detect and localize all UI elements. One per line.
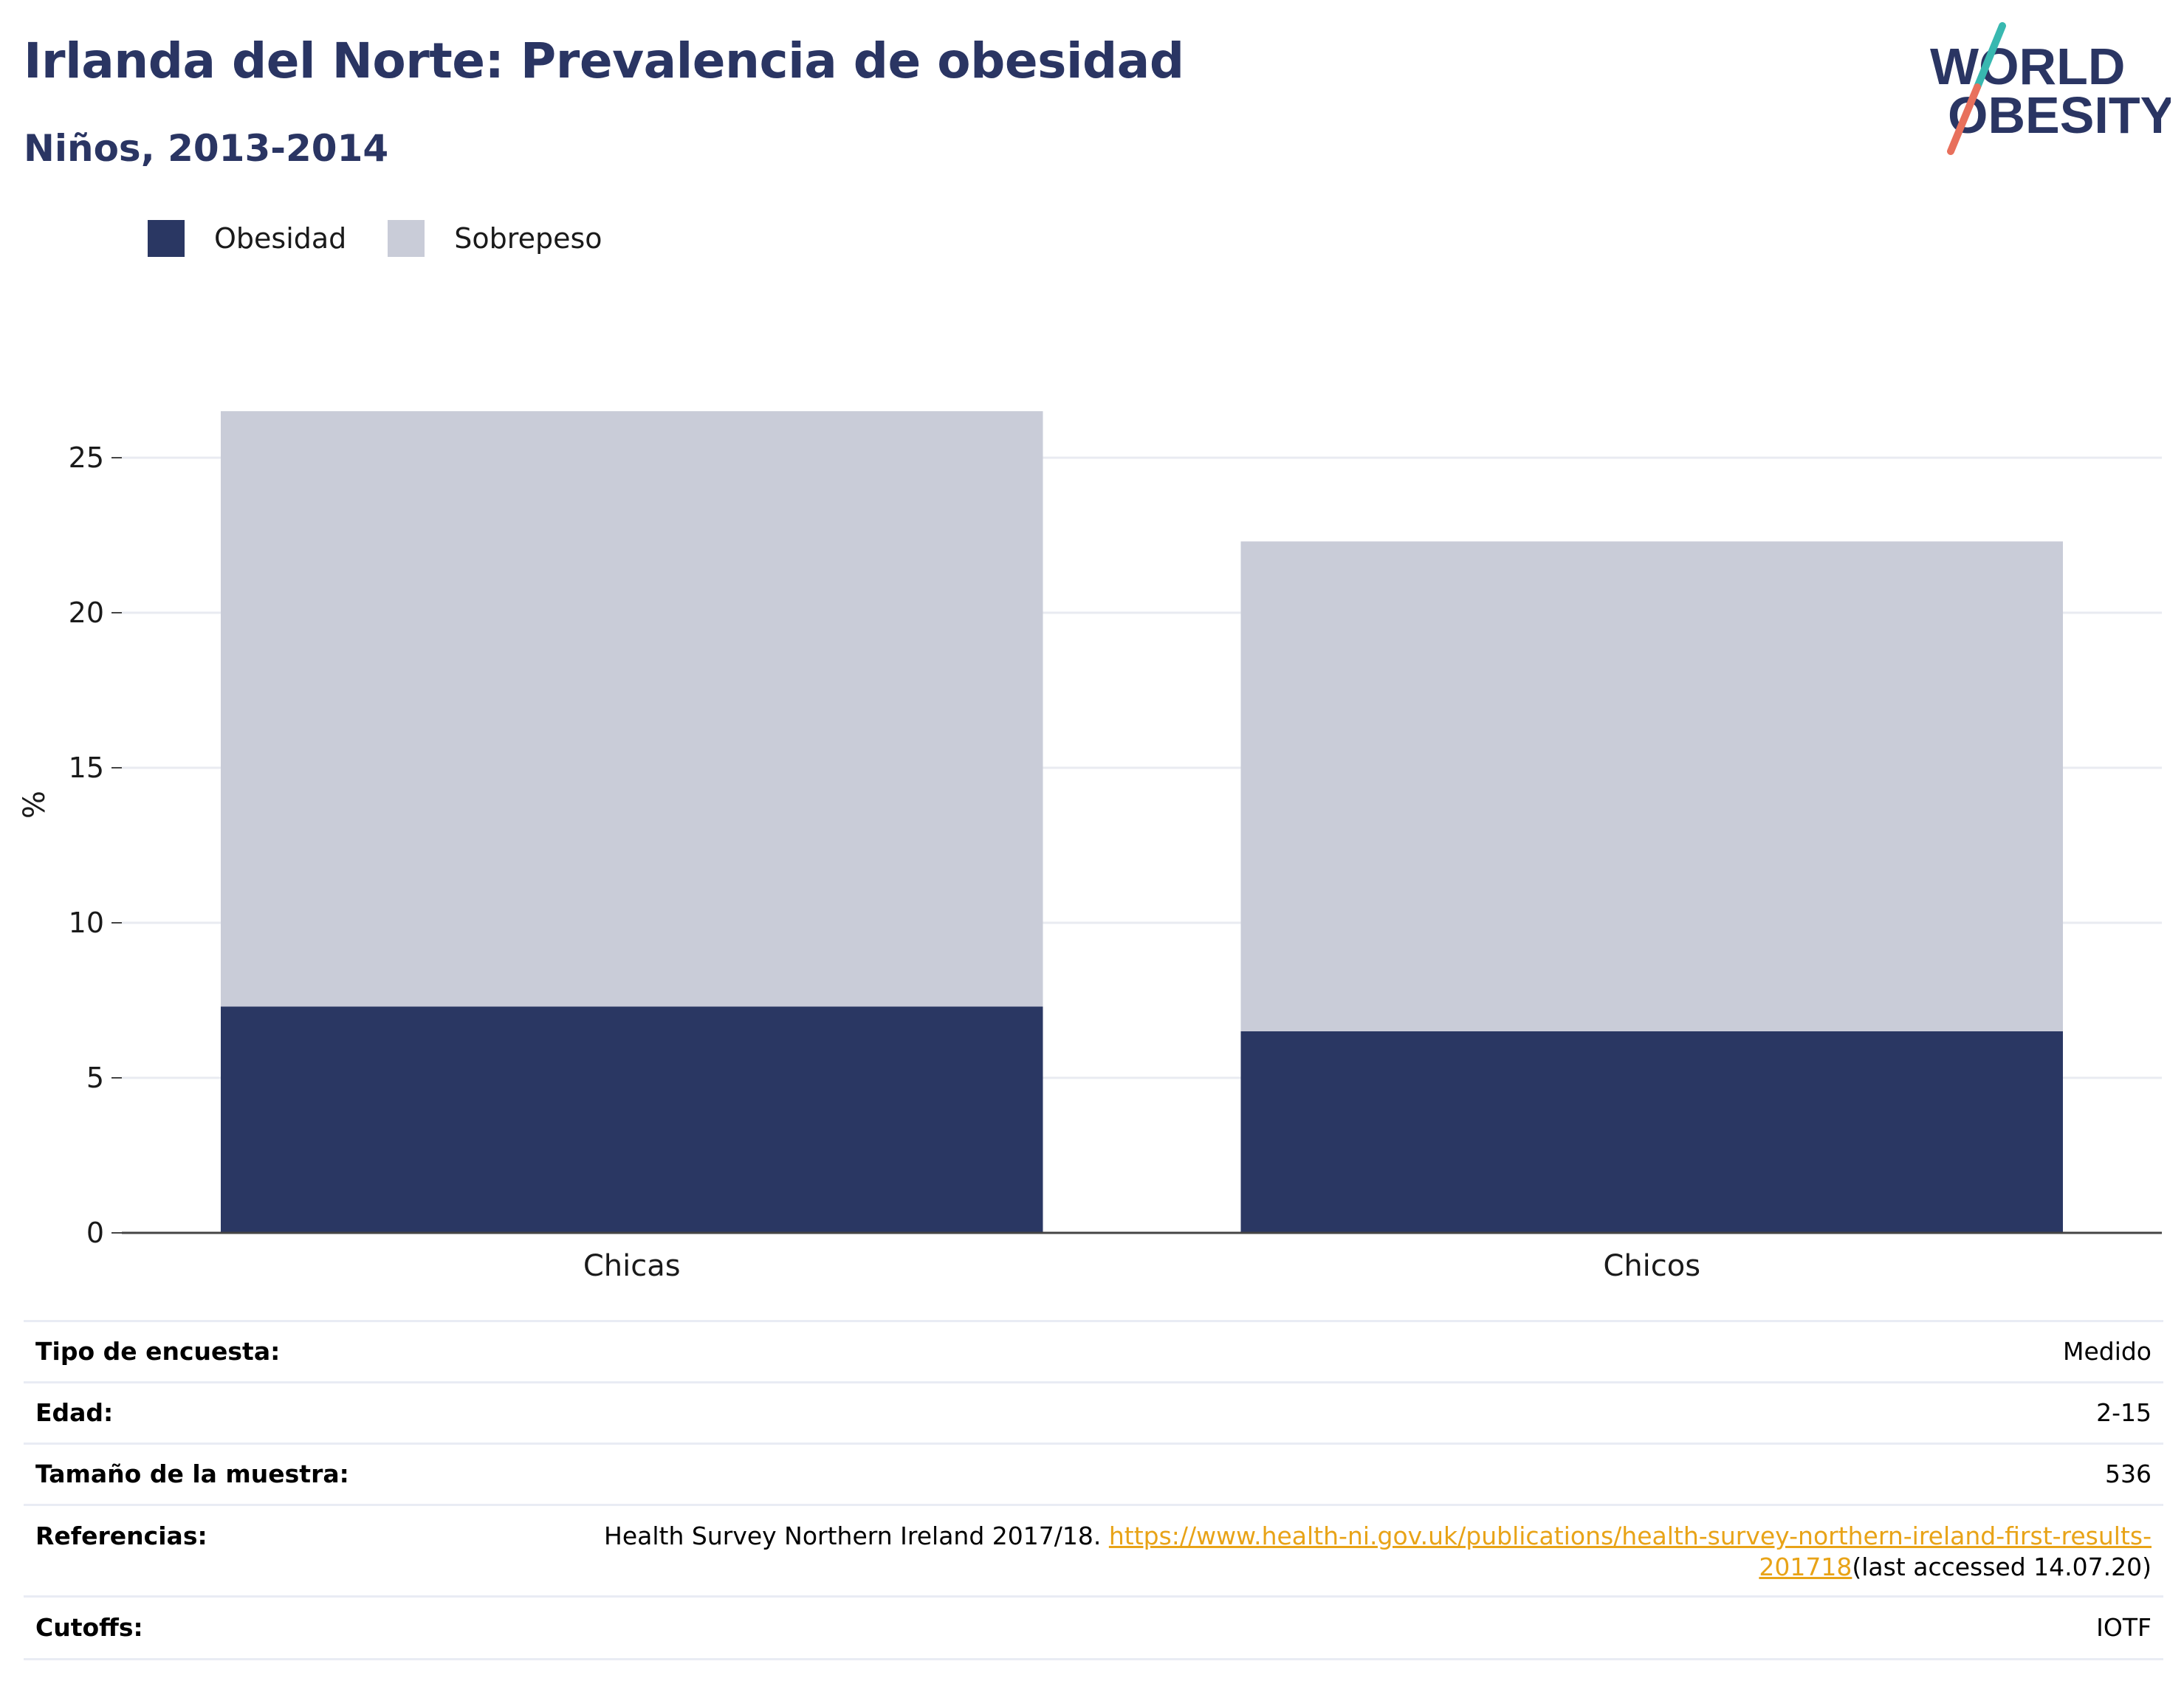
info-key: Referencias: xyxy=(35,1522,207,1550)
reference-link-line1: https://www.health-ni.gov.uk/publication… xyxy=(1108,1522,2152,1550)
info-row-age: Edad: 2-15 xyxy=(24,1381,2163,1443)
legend-item-obesidad[interactable]: Obesidad xyxy=(148,220,346,257)
world-obesity-logo: WORLD OBESITY xyxy=(1930,22,2171,155)
info-row-survey-type: Tipo de encuesta: Medido xyxy=(24,1320,2163,1381)
y-tick-label: 10 xyxy=(69,907,104,939)
legend-label-obesidad: Obesidad xyxy=(214,222,347,255)
info-row-references: Referencias: Health Survey Northern Irel… xyxy=(24,1504,2163,1595)
y-axis-label: % xyxy=(18,791,52,819)
reference-accessed: (last accessed 14.07.20) xyxy=(1852,1553,2152,1581)
chart-title: Irlanda del Norte: Prevalencia de obesid… xyxy=(24,32,1184,89)
legend-item-sobrepeso[interactable]: Sobrepeso xyxy=(388,220,602,257)
logo-slash-teal xyxy=(1974,22,2006,91)
y-tick-label: 15 xyxy=(69,752,104,784)
reference-link-line2: 201718 xyxy=(1759,1553,1852,1581)
info-value-references: Health Survey Northern Ireland 2017/18. … xyxy=(604,1521,2163,1583)
reference-link[interactable]: https://www.health-ni.gov.uk/publication… xyxy=(1109,1522,2152,1550)
x-tick-label: Chicas xyxy=(583,1249,681,1283)
legend: Obesidad Sobrepeso xyxy=(148,220,644,257)
info-row-cutoffs: Cutoffs: IOTF xyxy=(24,1595,2163,1660)
legend-label-sobrepeso: Sobrepeso xyxy=(454,222,602,255)
reference-link-cont[interactable]: 201718 xyxy=(1759,1553,1852,1581)
logo-text-world: WORLD xyxy=(1930,38,2125,95)
info-key: Edad: xyxy=(35,1398,114,1427)
bar-obesidad-chicas xyxy=(221,1006,1043,1233)
info-key: Tamaño de la muestra: xyxy=(35,1460,349,1488)
logo-slash-coral xyxy=(1947,83,1981,155)
bar-sobrepeso-chicas xyxy=(221,411,1043,1007)
legend-swatch-obesidad xyxy=(148,220,185,257)
info-table: Tipo de encuesta: Medido Edad: 2-15 Tama… xyxy=(24,1320,2163,1660)
reference-text: Health Survey Northern Ireland 2017/18. xyxy=(604,1522,1102,1550)
info-row-sample-size: Tamaño de la muestra: 536 xyxy=(24,1443,2163,1504)
bar-obesidad-chicos xyxy=(1240,1031,2063,1233)
info-value: 2-15 xyxy=(2096,1398,2152,1427)
info-value: 536 xyxy=(2105,1460,2152,1488)
bar-chart: 0 5 10 15 20 25% Chicas Chicos xyxy=(18,411,2162,1283)
y-tick-label: 5 xyxy=(86,1062,104,1094)
chart-subtitle: Niños, 2013-2014 xyxy=(24,127,389,170)
info-key: Tipo de encuesta: xyxy=(35,1337,281,1366)
info-value: Medido xyxy=(2062,1337,2152,1366)
y-tick-label: 20 xyxy=(69,596,104,629)
x-tick-label: Chicos xyxy=(1603,1249,1700,1283)
y-tick-label: 25 xyxy=(69,441,104,474)
info-key: Cutoffs: xyxy=(35,1613,143,1642)
bar-sobrepeso-chicos xyxy=(1240,541,2063,1031)
logo-text-obesity: OBESITY xyxy=(1948,86,2171,144)
legend-swatch-sobrepeso xyxy=(388,220,425,257)
info-value: IOTF xyxy=(2096,1613,2152,1642)
y-tick-label: 0 xyxy=(86,1217,104,1249)
